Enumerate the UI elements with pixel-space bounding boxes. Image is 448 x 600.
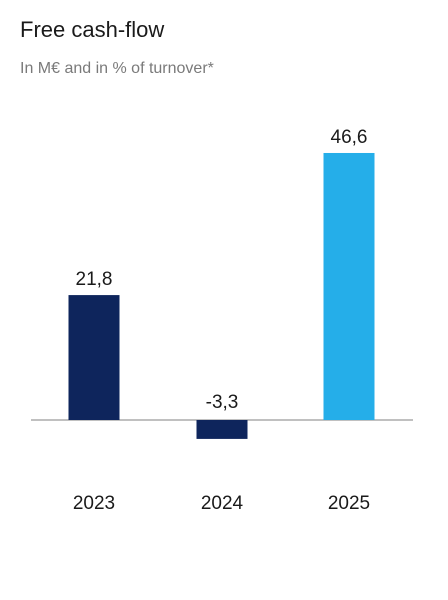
category-label-2024: 2024 bbox=[201, 493, 244, 514]
bar-2023 bbox=[68, 295, 120, 420]
value-label-2024: -3,3 bbox=[206, 392, 239, 413]
value-label-2025: 46,6 bbox=[331, 127, 368, 148]
chart-subtitle: In M€ and in % of turnover* bbox=[20, 60, 214, 77]
category-label-2025: 2025 bbox=[328, 493, 370, 514]
bar-2024 bbox=[196, 420, 248, 439]
category-label-2023: 2023 bbox=[73, 493, 115, 514]
chart-title: Free cash-flow bbox=[20, 17, 165, 42]
value-label-2023: 21,8 bbox=[76, 269, 113, 290]
bar-2025 bbox=[323, 152, 375, 420]
